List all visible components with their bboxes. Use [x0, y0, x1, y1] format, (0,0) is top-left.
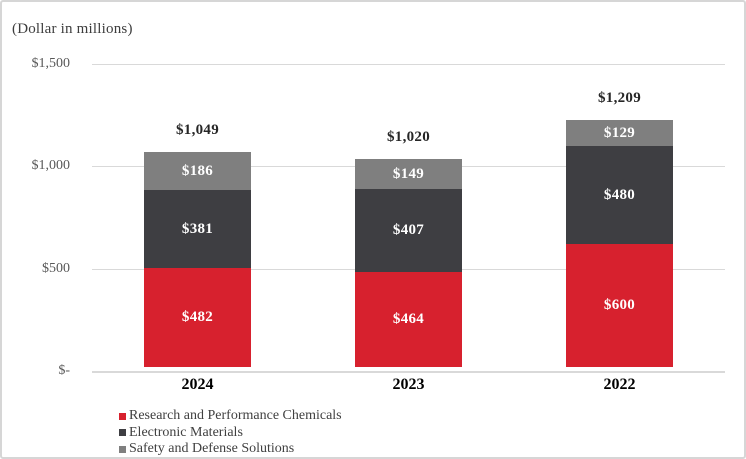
legend-swatch-icon: [119, 445, 126, 453]
bar-segment-safety-defense: $186: [144, 152, 251, 190]
legend: Research and Performance Chemicals Elect…: [119, 408, 342, 457]
legend-swatch-icon: [119, 429, 126, 437]
legend-label: Research and Performance Chemicals: [129, 408, 342, 424]
y-tick-label: $1,000: [31, 158, 71, 173]
bar-stack: $600 $480 $129: [566, 120, 673, 367]
legend-item: Research and Performance Chemicals: [119, 408, 342, 425]
x-axis-label: 2023: [392, 376, 425, 393]
y-tick-label: $-: [58, 363, 70, 378]
bar-stack: $464 $407 $149: [355, 159, 462, 367]
x-axis-label: 2022: [603, 376, 636, 393]
bar-segment-label: $149: [392, 165, 425, 182]
bar-segment-safety-defense: $149: [355, 159, 462, 189]
x-axis-label: 2024: [181, 376, 214, 393]
bar-total-label: $1,209: [597, 90, 642, 106]
bar-segment-research-chemicals: $482: [144, 268, 251, 367]
bar-segment-label: $480: [603, 186, 636, 203]
bar-segment-label: $482: [181, 309, 214, 325]
gridline-baseline: [92, 371, 725, 373]
bar-segment-label: $381: [181, 220, 214, 237]
bar-segment-label: $600: [603, 297, 636, 313]
legend-item: Safety and Defense Solutions: [119, 441, 342, 457]
bar-total-label: $1,049: [175, 122, 220, 138]
y-tick-label: $500: [42, 261, 70, 276]
legend-label: Electronic Materials: [129, 424, 243, 440]
legend-swatch-icon: [119, 412, 126, 420]
bar-segment-electronic-materials: $480: [566, 146, 673, 244]
bar-segment-label: $129: [603, 124, 636, 141]
bar-segment-electronic-materials: $407: [355, 189, 462, 272]
bar-segment-research-chemicals: $600: [566, 244, 673, 367]
gridline: [92, 64, 725, 65]
bar-segment-label: $464: [392, 311, 425, 327]
bar-group-2024: $1,049 $482 $381 $186 2024: [144, 122, 251, 393]
bar-stack: $482 $381 $186: [144, 152, 251, 367]
bar-segment-safety-defense: $129: [566, 120, 673, 146]
bar-group-2023: $1,020 $464 $407 $149 2023: [355, 129, 462, 393]
bar-segment-label: $407: [392, 222, 425, 238]
legend-item: Electronic Materials: [119, 425, 342, 442]
y-tick-label: $1,500: [31, 56, 71, 71]
bar-segment-research-chemicals: $464: [355, 272, 462, 367]
bar-segment-label: $186: [181, 162, 214, 179]
chart-title: (Dollar in millions): [12, 21, 133, 37]
bar-group-2022: $1,209 $600 $480 $129 2022: [566, 90, 673, 393]
bar-segment-electronic-materials: $381: [144, 190, 251, 268]
bar-total-label: $1,020: [386, 129, 431, 145]
legend-label: Safety and Defense Solutions: [129, 441, 295, 457]
